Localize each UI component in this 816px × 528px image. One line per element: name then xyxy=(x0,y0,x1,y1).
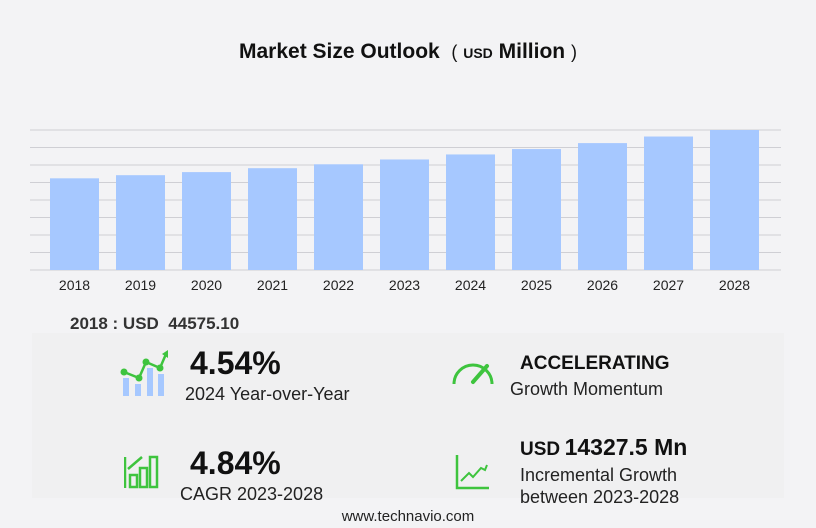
unit: Million xyxy=(498,40,566,63)
bar-2019 xyxy=(116,175,165,270)
unit-small: USD xyxy=(463,45,493,61)
base-year-label: 2018 : USD xyxy=(70,314,159,333)
bar-chart: 2018 2019 2020 2021 2022 2023 2024 2025 2026 2027… xyxy=(30,129,781,293)
x-tick-label: 2025 xyxy=(521,277,552,293)
incremental-period: between 2023-2028 xyxy=(520,487,680,507)
cagr-label: CAGR 2023-2028 xyxy=(180,484,324,504)
bar-2023 xyxy=(380,159,429,270)
x-tick-label: 2018 xyxy=(59,277,90,293)
yoy-label: 2024 Year-over-Year xyxy=(185,384,350,404)
x-tick-label: 2019 xyxy=(125,277,156,293)
bar-2026 xyxy=(578,143,627,270)
x-tick-label: 2021 xyxy=(257,277,288,293)
incremental-label: Incremental Growth xyxy=(520,465,678,485)
bar-2028 xyxy=(710,130,759,270)
paren: ) xyxy=(570,42,577,62)
momentum-value: ACCELERATING xyxy=(520,353,670,374)
bar-chart-arrow-icon xyxy=(124,455,159,489)
bar-2020 xyxy=(182,172,231,270)
incremental-prefix: USD xyxy=(520,439,561,460)
yoy-value: 4.54% xyxy=(190,345,281,381)
incremental-number: 14327.5 Mn xyxy=(564,434,688,460)
chart-title: Market Size Outlook ( USD Million ) xyxy=(0,40,816,64)
x-tick-label: 2023 xyxy=(389,277,420,293)
base-year-number: 44575.10 xyxy=(168,314,240,333)
incremental-value: USD 14327.5 Mn xyxy=(520,434,687,461)
footer-link[interactable]: www.technavio.com xyxy=(341,508,475,525)
bar-2018 xyxy=(50,178,99,270)
momentum-label: Growth Momentum xyxy=(510,379,664,399)
bar-2022 xyxy=(314,164,363,270)
growth-chart-icon xyxy=(120,350,168,396)
bar-2027 xyxy=(644,136,693,270)
speedometer-icon xyxy=(452,363,494,385)
paren: ( xyxy=(451,42,458,62)
base-year-value: 2018 : USD 44575.10 xyxy=(70,314,239,334)
x-tick-label: 2022 xyxy=(323,277,354,293)
cagr-value: 4.84% xyxy=(190,445,281,481)
x-tick-label: 2028 xyxy=(719,277,750,293)
bar-2021 xyxy=(248,168,297,270)
x-tick-label: 2027 xyxy=(653,277,684,293)
x-tick-label: 2024 xyxy=(455,277,486,293)
trend-line-icon xyxy=(455,455,489,490)
bar-2025 xyxy=(512,149,561,270)
title-text: Market Size Outlook xyxy=(239,40,440,63)
x-tick-label: 2020 xyxy=(191,277,222,293)
x-tick-label: 2026 xyxy=(587,277,618,293)
bar-2024 xyxy=(446,154,495,270)
